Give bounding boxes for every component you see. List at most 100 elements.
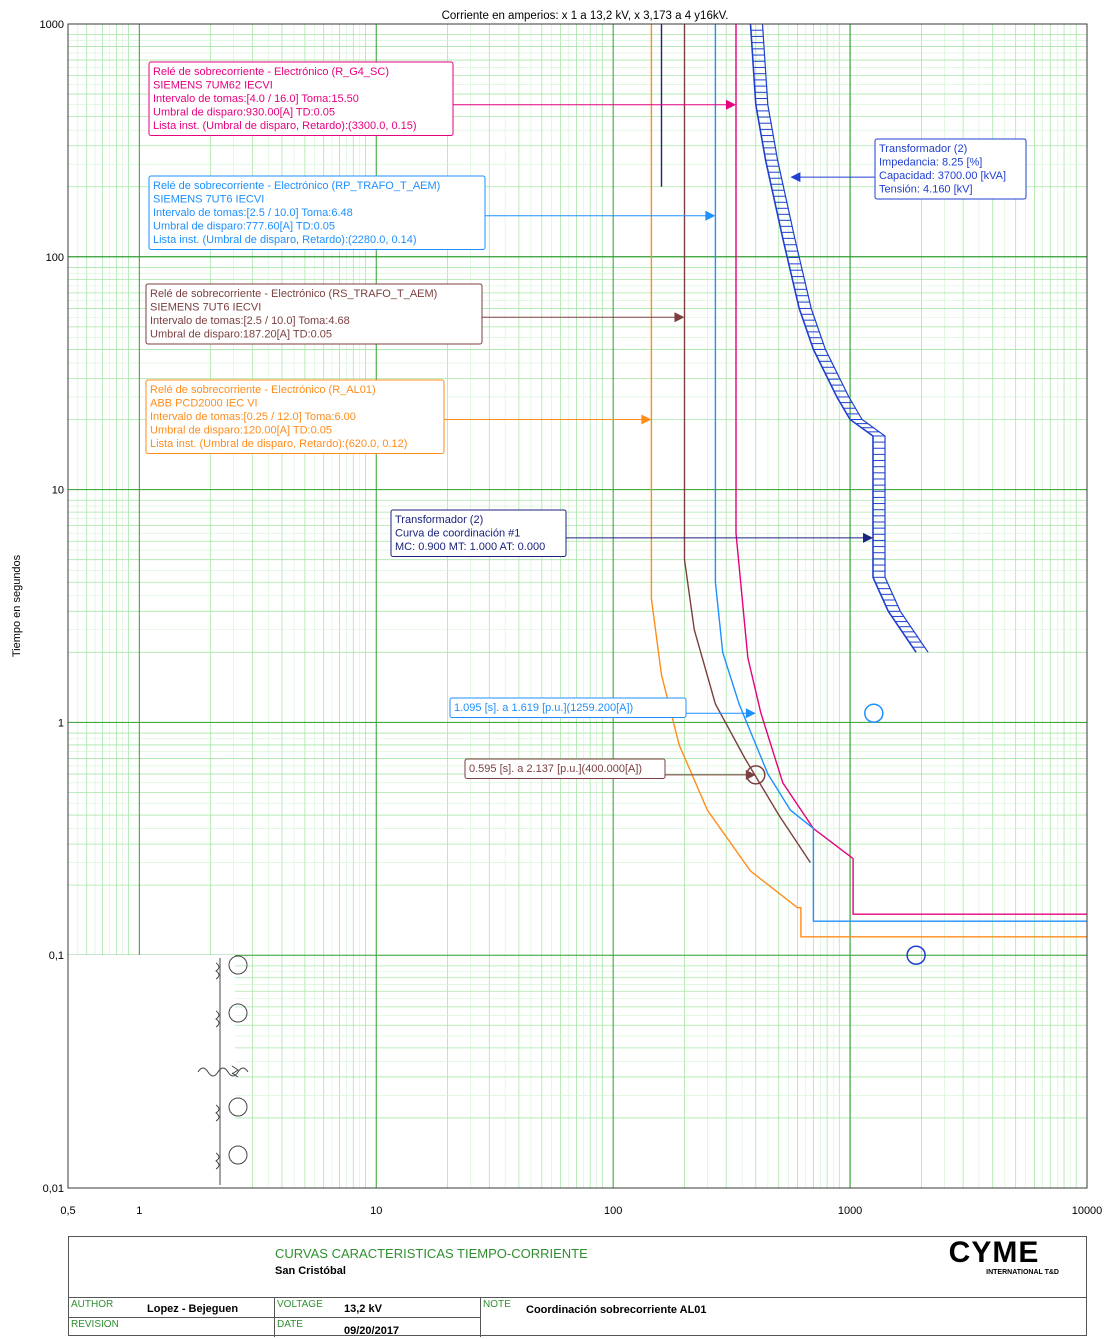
relay-coil-icon xyxy=(215,1104,220,1122)
curve-rp_trafo xyxy=(714,24,1087,922)
point-marker xyxy=(864,703,884,723)
transformer-icon xyxy=(197,1067,249,1077)
y-tick-label: 1000 xyxy=(40,19,64,31)
annotation-box xyxy=(148,61,454,136)
annotation-line: Intervalo de tomas:[2.5 / 10.0] Toma:4.6… xyxy=(150,315,350,327)
x-tick-label: 1 xyxy=(136,1205,142,1217)
annotation-line: SIEMENS 7UT6 IECVI xyxy=(153,194,264,206)
annotation-line: SIEMENS 7UM62 IECVI xyxy=(153,80,273,92)
annotation-line: Tensión: 4.160 [kV] xyxy=(879,184,973,196)
title-block-title: CURVAS CARACTERISTICAS TIEMPO-CORRIENTE xyxy=(275,1246,588,1261)
voltage-value: 13,2 kV xyxy=(344,1303,382,1315)
annotation-line: Umbral de disparo:187.20[A] TD:0.05 xyxy=(150,329,332,341)
chart-title: Corriente en amperios: x 1 a 13,2 kV, x … xyxy=(442,10,729,22)
ct-circle-icon xyxy=(228,955,248,975)
annotation-line: Relé de sobrecorriente - Electrónico (R_… xyxy=(153,66,389,78)
logo-text: CYME xyxy=(948,1236,1040,1269)
date-cell: DATE 09/20/2017 xyxy=(274,1317,480,1337)
y-tick-label: 0,1 xyxy=(49,950,64,962)
revision-label: REVISION xyxy=(71,1319,119,1330)
plot-frame xyxy=(67,23,1088,1189)
relay-coil-icon xyxy=(215,1010,220,1028)
annotation-box xyxy=(449,697,687,718)
annotation-arrowhead xyxy=(705,210,716,221)
curve-rs_trafo xyxy=(683,24,811,863)
relay-coil-icon xyxy=(215,1152,220,1170)
author-cell: AUTHOR Lopez - Bejeguen xyxy=(69,1297,274,1317)
date-label: DATE xyxy=(277,1319,303,1330)
annotation-box xyxy=(148,175,486,250)
note-value: Coordinación sobrecorriente AL01 xyxy=(526,1304,707,1316)
voltage-cell: VOLTAGE 13,2 kV xyxy=(274,1297,480,1317)
x-tick-label: 100 xyxy=(604,1205,622,1217)
annotation-line: Intervalo de tomas:[2.5 / 10.0] Toma:6.4… xyxy=(153,207,353,219)
x-tick-label: 10000 xyxy=(1072,1205,1103,1217)
y-tick-labels: 0,01 0,1 1 10 100 1000 xyxy=(40,19,64,1195)
title-block-subtitle: San Cristóbal xyxy=(275,1265,346,1277)
ct-circle-icon xyxy=(228,1003,248,1023)
note-cell: NOTE Coordinación sobrecorriente AL01 xyxy=(480,1297,1087,1337)
y-tick-label: 0,01 xyxy=(43,1183,64,1195)
annotation-box xyxy=(464,758,666,779)
annotation-line: Umbral de disparo:120.00[A] TD:0.05 xyxy=(150,425,332,437)
annotation-line: Lista inst. (Umbral de disparo, Retardo)… xyxy=(153,120,417,132)
revision-cell: REVISION xyxy=(69,1317,274,1337)
annotation-line: Transformador (2) xyxy=(879,143,967,155)
annotation-line: Relé de sobrecorriente - Electrónico (RP… xyxy=(153,180,440,192)
curve-r_g4_sc xyxy=(735,24,1087,915)
annotation-line: Intervalo de tomas:[0.25 / 12.0] Toma:6.… xyxy=(150,411,356,423)
annotation-line: 1.095 [s]. a 1.619 [p.u.](1259.200[A]) xyxy=(454,702,633,714)
x-tick-label: 0,5 xyxy=(60,1205,75,1217)
annotation-arrowhead xyxy=(790,172,801,183)
annotation-line: SIEMENS 7UT6 IECVI xyxy=(150,302,261,314)
annotation-line: Relé de sobrecorriente - Electrónico (R_… xyxy=(150,384,376,396)
annotation-line: Intervalo de tomas:[4.0 / 16.0] Toma:15.… xyxy=(153,93,359,105)
y-tick-label: 100 xyxy=(46,252,64,264)
cyme-logo: CYME INTERNATIONAL T&D xyxy=(929,1236,1059,1279)
transformer-damage-curve xyxy=(749,23,929,653)
y-tick-label: 10 xyxy=(52,485,64,497)
date-value: 09/20/2017 xyxy=(344,1325,400,1337)
annotation-line: Lista inst. (Umbral de disparo, Retardo)… xyxy=(153,234,417,246)
x-tick-label: 1000 xyxy=(838,1205,862,1217)
annotation-line: Transformador (2) xyxy=(395,514,483,526)
author-value: Lopez - Bejeguen xyxy=(147,1303,239,1315)
title-block: CURVAS CARACTERISTICAS TIEMPO-CORRIENTE … xyxy=(68,1236,1087,1337)
x-tick-labels: 0,5 1 10 100 1000 10000 xyxy=(60,1205,1102,1217)
annotation-line: Umbral de disparo:777.60[A] TD:0.05 xyxy=(153,221,335,233)
damage-curve-offset xyxy=(761,23,929,653)
one-line-diagram xyxy=(197,955,249,1185)
ct-circle-icon xyxy=(228,1145,248,1165)
ct-circle-icon xyxy=(228,1097,248,1117)
annotation-arrowhead xyxy=(745,769,756,780)
annotation-box xyxy=(874,138,1027,200)
note-label: NOTE xyxy=(483,1299,511,1310)
winding-symbol-icon xyxy=(231,1065,239,1078)
damage-curve-line xyxy=(749,23,917,653)
annotation-arrowhead xyxy=(726,99,737,110)
annotation-box xyxy=(145,379,445,454)
annotation-box xyxy=(390,509,567,557)
annotation-line: Capacidad: 3700.00 [kVA] xyxy=(879,170,1006,182)
y-axis-label: Tiempo en segundos xyxy=(11,554,23,657)
author-label: AUTHOR xyxy=(71,1299,114,1310)
y-tick-label: 1 xyxy=(58,717,64,729)
x-tick-label: 10 xyxy=(370,1205,382,1217)
relay-coil-icon xyxy=(215,962,220,980)
annotation-line: Umbral de disparo:930.00[A] TD:0.05 xyxy=(153,107,335,119)
annotation-line: 0.595 [s]. a 2.137 [p.u.](400.000[A]) xyxy=(469,763,642,775)
annotation-arrowhead xyxy=(745,708,756,719)
point-marker xyxy=(906,945,926,965)
annotations: Relé de sobrecorriente - Electrónico (R_… xyxy=(145,61,1027,780)
annotation-arrowhead xyxy=(674,312,685,323)
annotation-line: Curva de coordinación #1 xyxy=(395,528,520,540)
markers xyxy=(746,703,926,965)
annotation-box xyxy=(145,283,483,345)
one-line-diagram-box xyxy=(68,955,235,1188)
annotation-line: Impedancia: 8.25 [%] xyxy=(879,157,982,169)
tcc-chart: Relé de sobrecorriente - Electrónico (R_… xyxy=(11,10,1102,1217)
annotation-line: ABB PCD2000 IEC VI xyxy=(150,398,258,410)
voltage-label: VOLTAGE xyxy=(277,1299,323,1310)
annotation-line: Lista inst. (Umbral de disparo, Retardo)… xyxy=(150,438,407,450)
annotation-line: MC: 0.900 MT: 1.000 AT: 0.000 xyxy=(395,541,545,553)
